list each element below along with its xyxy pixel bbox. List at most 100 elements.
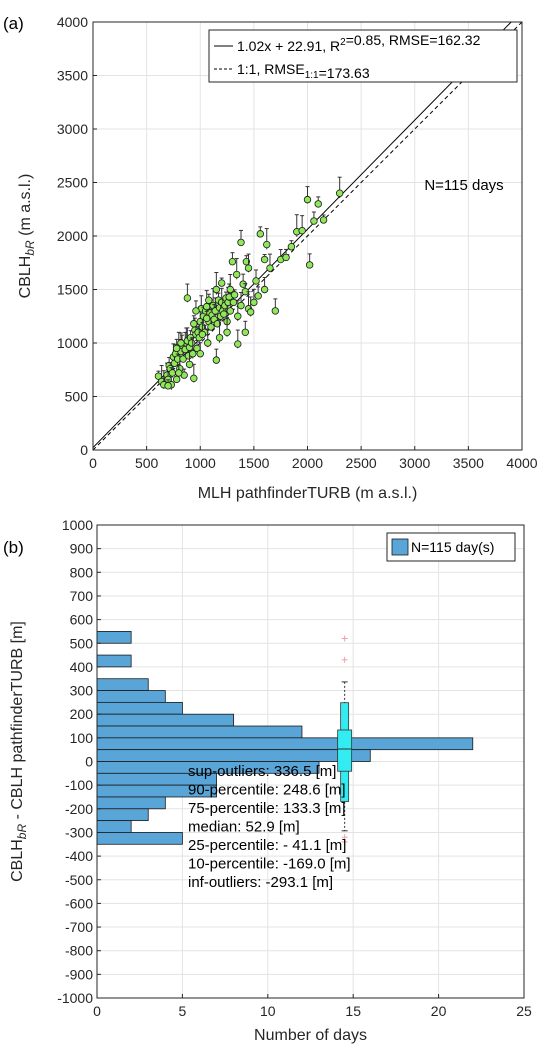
scatter-points [154,176,344,390]
y-tick-label: -700 [65,919,93,935]
data-point [226,307,234,315]
histogram-bar [96,631,132,644]
x-tick-label: 10 [260,1003,276,1019]
panel-b-label: (b) [3,538,24,557]
y-tick-label: -800 [65,943,93,959]
legend-box [208,29,518,83]
data-point [314,200,322,208]
data-point [177,339,185,347]
x-tick-label: 500 [135,455,159,471]
data-point [229,298,238,307]
histogram-y-axis-label: CBLHbR - CBLH pathfinderTURB [m] [9,621,29,882]
x-tick-label: 15 [345,1003,361,1019]
y-tick-label: 1000 [57,335,88,351]
y-tick-label: 2500 [57,175,88,191]
panel-a-label: (a) [3,14,24,33]
x-tick-label: 1000 [185,455,216,471]
data-point [287,242,296,251]
y-tick-label: 500 [65,389,89,405]
scatter-x-axis-label: MLH pathfinderTURB (m a.s.l.) [198,485,418,502]
data-point [256,230,265,238]
data-point [250,298,258,307]
data-point [212,356,221,364]
y-tick-label: 500 [70,635,94,651]
scatter-y-tick-labels: 0 500 1000 1500 2000 2500 3000 3500 4000 [57,14,97,458]
data-point [310,217,318,225]
y-tick-label: 2000 [57,228,88,244]
data-point [226,285,234,294]
x-tick-label: 2000 [292,455,323,471]
legend-label: 1:1, RMSE1:1=173.63 [237,61,370,81]
y-tick-label: 1500 [57,282,88,298]
data-point [196,350,204,358]
data-point [183,294,192,302]
histogram-bar [96,749,371,762]
x-tick-label: 2500 [346,455,377,471]
scatter-panel: (a) 0 500 1000 1500 2000 2500 3000 3500 4000 0 50… [3,14,538,502]
data-point [190,320,198,328]
histogram-bar [96,796,166,810]
data-point [260,285,269,294]
y-tick-label: 300 [70,683,94,699]
histogram-panel: (b) 0 5 10 15 20 25 1000900800700600500400300… [3,517,532,1044]
y-tick-label: 1000 [62,517,93,533]
data-point [223,328,231,336]
x-tick-label: 4000 [506,455,537,471]
data-point [298,226,306,235]
y-tick-label: -600 [65,895,93,911]
data-point [303,195,312,204]
y-tick-label: -1000 [57,990,93,1006]
statistics-line: 90-percentile: 248.6 [m] [188,782,346,799]
histogram-legend: N=115 day(s) [386,532,516,562]
data-point [234,312,242,320]
x-tick-label: 25 [516,1003,532,1019]
data-point [198,330,207,339]
boxplot [337,635,353,845]
data-point [212,285,221,294]
data-point [185,360,194,369]
data-point [164,382,172,390]
y-tick-label: 4000 [57,14,88,30]
y-tick-label: -200 [65,801,93,817]
histogram-bar [96,701,183,715]
histogram-bar [96,725,303,739]
statistics-line: sup-outliers: 336.5 [m] [188,763,336,780]
histogram-bar [96,832,183,845]
data-point [168,369,177,377]
histogram-bar [96,713,235,727]
y-tick-label: 200 [70,706,94,722]
x-tick-label: 3000 [399,455,430,471]
statistics-line: 10-percentile: -169.0 [m] [188,856,351,873]
y-tick-label: 600 [70,612,94,628]
histogram-x-axis-label: Number of days [254,1027,367,1044]
data-point [335,189,344,197]
x-tick-label: 0 [89,455,97,471]
data-point [172,375,181,384]
y-tick-label: -300 [65,824,93,840]
histogram-x-tick-labels: 0 5 10 15 20 25 [93,994,532,1019]
histogram-bar [96,654,132,668]
data-point [305,261,314,269]
statistics-line: 25-percentile: - 41.1 [m] [188,837,346,854]
x-tick-label: 5 [179,1003,187,1019]
data-point [266,264,274,272]
histogram-bar [96,808,149,822]
data-point [202,314,211,323]
data-point [234,340,242,348]
data-point [202,302,211,311]
data-point [172,344,181,353]
data-point [205,296,213,304]
y-tick-label: 0 [85,754,93,770]
data-point [207,323,215,331]
statistics-line: inf-outliers: -293.1 [m] [188,874,333,891]
data-point [220,310,228,318]
y-tick-label: -100 [65,777,93,793]
y-tick-label: 0 [80,442,88,458]
y-tick-label: 400 [70,659,94,675]
data-point [230,291,239,299]
statistics-line: 75-percentile: 133.3 [m] [188,800,346,817]
y-tick-label: 800 [70,564,94,580]
y-tick-label: 100 [70,730,94,746]
data-point [252,277,260,285]
legend-swatch [391,538,409,556]
